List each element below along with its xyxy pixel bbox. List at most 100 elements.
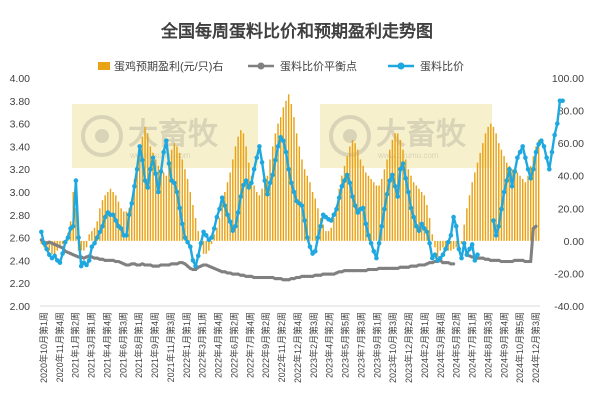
profit-bar [192,205,194,241]
x-axis-tick-label: 2024年7月第1周 [467,312,478,378]
price-ratio-point [312,248,318,254]
breakeven-point [225,271,230,275]
profit-bar [420,192,423,241]
profit-bar [256,192,258,241]
x-axis-tick-label: 2021年9月第4周 [149,312,160,378]
price-ratio-point [52,253,57,259]
breakeven-point [199,264,203,268]
x-axis-tick-label: 2024年2月第1周 [419,312,430,378]
x-axis-tick-label: 2022年11月第2周 [276,312,287,382]
profit-bar [436,240,439,258]
price-ratio-point [406,189,411,195]
price-ratio-point [560,98,565,104]
watermark-text: 大畜牧 [376,117,467,151]
price-ratio-point [100,223,105,229]
breakeven-point [252,275,256,280]
breakeven-point [417,263,421,267]
breakeven-point [390,266,394,270]
price-ratio-point [339,184,345,189]
profit-bar [149,146,152,241]
left-axis-tick-label: 3.80 [10,96,31,108]
price-ratio-point [164,138,169,143]
price-ratio-point [142,178,148,183]
profit-bar [354,143,356,241]
price-ratio-point [414,223,419,229]
breakeven-point [396,266,400,270]
breakeven-point [451,262,456,266]
price-ratio-point [541,144,547,149]
profit-bar [487,126,489,241]
breakeven-point [332,272,336,276]
breakeven-point [385,266,389,270]
profit-bar [330,227,332,241]
profit-bar [232,159,234,241]
profit-bar [120,208,122,241]
price-ratio-point [62,239,68,245]
breakeven-point [207,264,211,268]
breakeven-point [84,255,89,259]
price-ratio-point [451,214,456,220]
price-ratio-point [443,246,448,252]
profit-bar [253,185,255,241]
breakeven-point [106,258,110,262]
breakeven-point [236,272,240,276]
profit-bar [210,240,213,245]
profit-bar [303,169,306,241]
breakeven-point [366,267,371,272]
left-axis-tick-label: 2.80 [10,210,31,222]
price-ratio-point [424,229,430,235]
profit-bar [133,178,136,241]
x-axis-tick-label: 2020年11月第4周 [54,312,65,382]
breakeven-point [377,266,381,270]
breakeven-point [305,274,309,278]
price-ratio-point [453,223,459,229]
price-ratio-point [469,242,475,247]
breakeven-point [523,259,527,264]
profit-bar [482,143,484,241]
price-ratio-point [182,235,188,240]
profit-bar [466,208,468,241]
x-axis-tick-label: 2021年11月第3周 [165,312,176,382]
profit-bar [184,169,186,241]
profit-bar [45,240,48,249]
price-ratio-point [422,226,427,231]
breakeven-point [491,258,496,262]
price-ratio-point [209,235,214,240]
breakeven-point [66,250,70,255]
x-axis-tick-label: 2022年1月第1周 [181,312,192,378]
price-ratio-point [523,155,528,161]
breakeven-point [489,258,493,262]
profit-bar [51,240,53,254]
profit-bar [59,240,61,248]
profit-bar [373,182,375,241]
price-ratio-point [374,255,379,261]
profit-bar [338,188,340,241]
profit-bar [378,185,380,241]
breakeven-point [372,267,376,272]
breakeven-point [510,259,514,264]
breakeven-point [284,278,288,282]
breakeven-point [55,243,59,248]
profit-bar [514,169,516,241]
price-ratio-point [355,210,361,215]
left-axis-tick-label: 2.60 [10,233,31,245]
x-axis-tick-label: 2021年4月第4周 [101,312,112,378]
legend-swatch-marker [397,62,405,70]
price-ratio-point [153,171,158,177]
price-ratio-point [126,212,132,218]
x-axis-tick-label: 2023年9月第1周 [371,312,382,378]
x-axis-tick-label: 2022年12月第4周 [292,312,303,383]
price-ratio-point [547,166,552,172]
price-ratio-point [44,246,49,252]
breakeven-point [100,257,105,261]
price-ratio-point [331,212,337,218]
breakeven-point [122,262,126,266]
breakeven-point [502,259,506,264]
profit-bar [471,182,473,241]
price-ratio-point [262,178,268,183]
breakeven-point [348,269,352,273]
watermark-url: www.dxumu.com [129,151,191,160]
breakeven-point [74,254,78,258]
